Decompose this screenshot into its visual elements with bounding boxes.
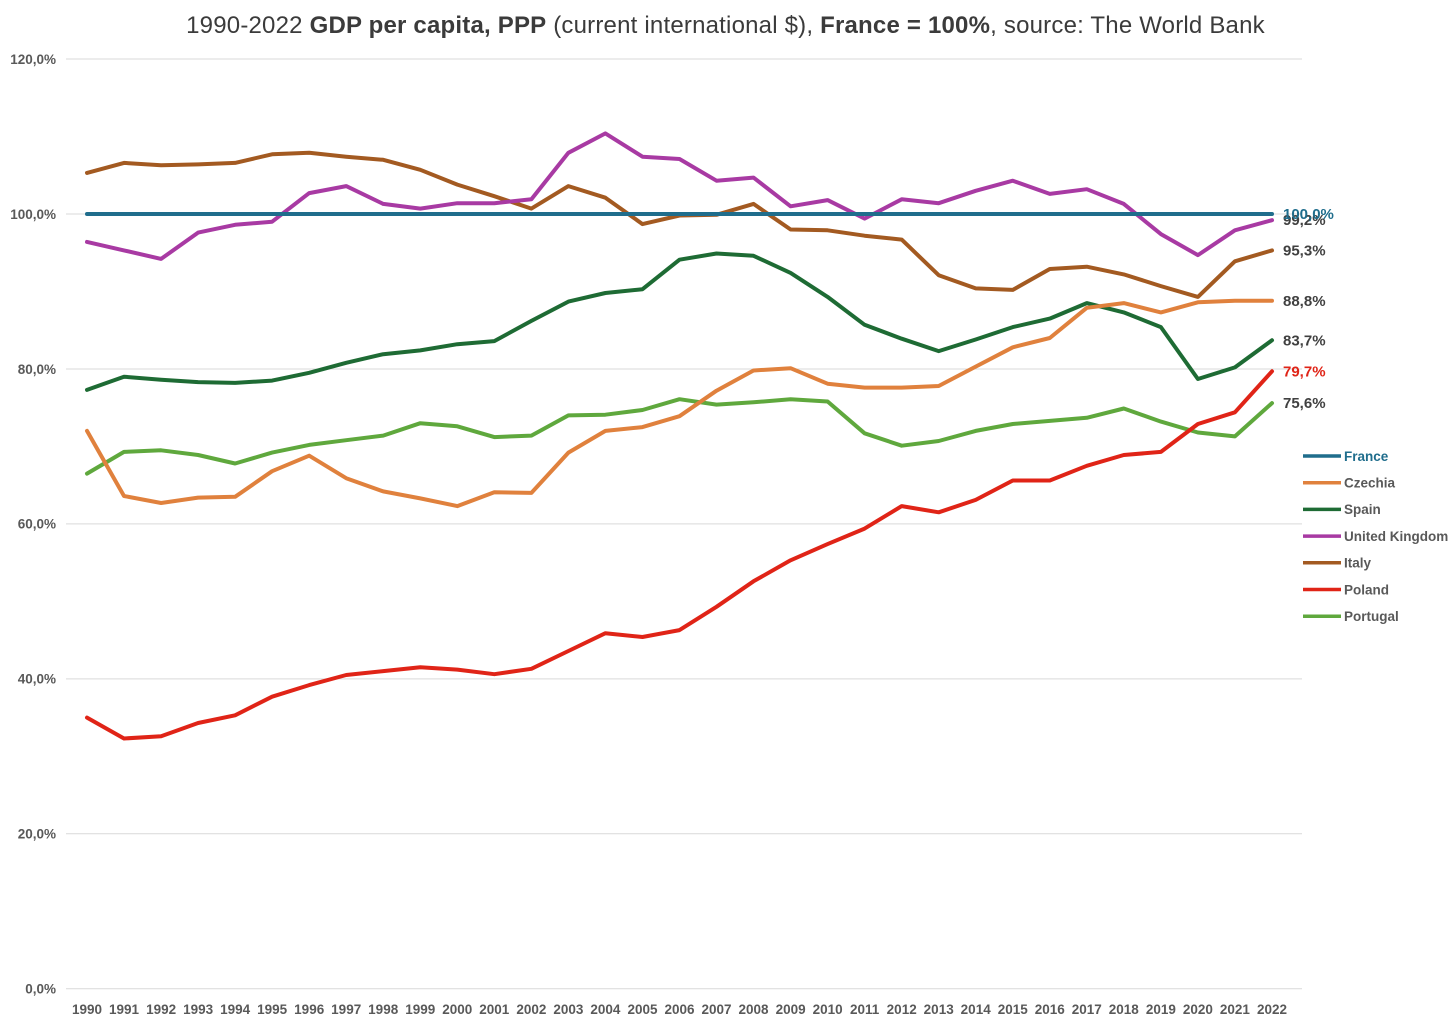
x-axis-tick-label: 2000 xyxy=(442,1002,472,1017)
x-axis-tick-label: 2016 xyxy=(1035,1002,1066,1017)
chart-title: 1990-2022 GDP per capita, PPP (current i… xyxy=(0,12,1451,40)
x-axis-tick-label: 1991 xyxy=(109,1002,140,1017)
title-source: , source: The World Bank xyxy=(990,12,1265,39)
title-years: 1990-2022 xyxy=(186,12,310,39)
x-axis-tick-label: 2018 xyxy=(1109,1002,1140,1017)
y-axis-tick-label: 20,0% xyxy=(18,827,56,842)
y-axis-tick-label: 60,0% xyxy=(18,517,56,532)
legend-item-italy: Italy xyxy=(1303,556,1372,571)
series-line-spain xyxy=(85,251,1274,392)
end-value-label-czechia: 88,8% xyxy=(1283,293,1326,310)
legend-label-poland: Poland xyxy=(1344,582,1389,597)
x-axis-tick-label: 2002 xyxy=(516,1002,546,1017)
x-axis-tick-label: 1999 xyxy=(405,1002,435,1017)
series-line-united_kingdom xyxy=(85,131,1274,261)
x-axis-tick-label: 1995 xyxy=(257,1002,288,1017)
x-axis-tick-label: 2017 xyxy=(1072,1002,1102,1017)
series-line-portugal xyxy=(85,397,1274,476)
x-axis-tick-label: 2021 xyxy=(1220,1002,1251,1017)
x-axis-tick-label: 2012 xyxy=(887,1002,917,1017)
x-axis-tick-label: 2015 xyxy=(998,1002,1029,1017)
legend-item-france: France xyxy=(1303,449,1389,464)
y-axis-tick-label: 100,0% xyxy=(10,207,56,222)
x-axis-tick-label: 1993 xyxy=(183,1002,214,1017)
x-axis-tick-label: 1996 xyxy=(294,1002,325,1017)
end-value-label-poland: 79,7% xyxy=(1283,363,1326,380)
legend-item-portugal: Portugal xyxy=(1303,609,1399,624)
x-axis-tick-label: 2004 xyxy=(590,1002,621,1017)
series-line-czechia xyxy=(85,298,1274,509)
legend-item-united_kingdom: United Kingdom xyxy=(1303,529,1448,544)
x-axis-tick-label: 2006 xyxy=(664,1002,695,1017)
legend-item-poland: Poland xyxy=(1303,582,1389,597)
end-value-label-italy: 95,3% xyxy=(1283,242,1326,259)
x-axis-tick-label: 2010 xyxy=(813,1002,843,1017)
x-axis-tick-label: 2008 xyxy=(738,1002,769,1017)
x-axis-tick-label: 2009 xyxy=(776,1002,806,1017)
legend-label-france: France xyxy=(1344,449,1389,464)
x-axis-tick-label: 2022 xyxy=(1257,1002,1287,1017)
legend-item-czechia: Czechia xyxy=(1303,476,1396,491)
x-axis-tick-label: 2014 xyxy=(961,1002,992,1017)
end-value-label-spain: 83,7% xyxy=(1283,332,1326,349)
legend-label-italy: Italy xyxy=(1344,556,1372,571)
x-axis-tick-label: 1998 xyxy=(368,1002,399,1017)
legend-label-spain: Spain xyxy=(1344,502,1381,517)
x-axis-tick-label: 2007 xyxy=(701,1002,731,1017)
title-metric: GDP per capita, PPP xyxy=(309,12,547,39)
x-axis-tick-label: 1992 xyxy=(146,1002,176,1017)
x-axis-tick-label: 2013 xyxy=(924,1002,955,1017)
x-axis-tick-label: 1997 xyxy=(331,1002,361,1017)
series-line-poland xyxy=(85,369,1274,741)
y-axis-tick-label: 40,0% xyxy=(18,672,56,687)
y-axis-tick-label: 120,0% xyxy=(10,52,56,67)
y-axis-tick-label: 0,0% xyxy=(25,982,56,997)
legend-label-portugal: Portugal xyxy=(1344,609,1399,624)
legend-label-czechia: Czechia xyxy=(1344,476,1396,491)
legend-item-spain: Spain xyxy=(1303,502,1381,517)
end-value-label-portugal: 75,6% xyxy=(1283,395,1326,412)
x-axis-tick-label: 2020 xyxy=(1183,1002,1213,1017)
x-axis-tick-label: 2005 xyxy=(627,1002,658,1017)
x-axis-tick-label: 1990 xyxy=(72,1002,102,1017)
end-value-label-france: 100,0% xyxy=(1283,206,1334,223)
series-line-italy xyxy=(85,150,1274,299)
legend-label-united_kingdom: United Kingdom xyxy=(1344,529,1448,544)
x-axis-tick-label: 2003 xyxy=(553,1002,584,1017)
y-axis-tick-label: 80,0% xyxy=(18,362,56,377)
title-units: (current international $), xyxy=(546,12,821,39)
x-axis-tick-label: 2011 xyxy=(850,1002,880,1017)
end-value-label-united_kingdom: 99,2% xyxy=(1283,212,1326,229)
title-baseline: France = 100% xyxy=(820,12,991,39)
x-axis-tick-label: 2019 xyxy=(1146,1002,1176,1017)
x-axis-tick-label: 2001 xyxy=(479,1002,510,1017)
x-axis-tick-label: 1994 xyxy=(220,1002,251,1017)
